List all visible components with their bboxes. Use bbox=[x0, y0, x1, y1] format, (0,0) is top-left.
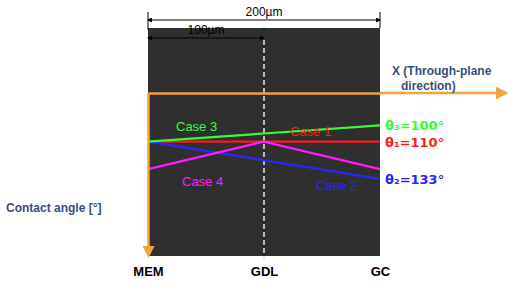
series-line bbox=[148, 142, 380, 170]
x-tick-label: GC bbox=[371, 264, 391, 279]
dimension-line bbox=[148, 20, 380, 21]
background-image bbox=[148, 28, 380, 256]
x-tick: GDL bbox=[251, 93, 279, 279]
x-tick-label: MEM bbox=[133, 264, 163, 279]
y-axis bbox=[148, 94, 149, 256]
dimension: 100µm bbox=[148, 23, 264, 38]
series-label: Case 4 bbox=[182, 174, 223, 189]
x-tick: MEM bbox=[133, 93, 163, 279]
dimension-end bbox=[148, 28, 149, 30]
series-label: Case 2 bbox=[316, 178, 357, 193]
x-axis-title: X (Through-planedirection) bbox=[392, 64, 492, 93]
dimension-label: 100µm bbox=[188, 23, 225, 37]
series-label: Case 3 bbox=[176, 119, 217, 134]
end-label: θ₁=110° bbox=[385, 135, 444, 150]
series-label: Case 1 bbox=[290, 124, 331, 139]
dimension-label: 200µm bbox=[246, 5, 283, 19]
dimension: 200µm bbox=[148, 5, 380, 28]
x-tick-label: GDL bbox=[251, 264, 279, 279]
end-label: θ₂=133° bbox=[385, 172, 444, 187]
divider-line bbox=[263, 40, 265, 262]
dimension-end bbox=[380, 12, 381, 28]
dimension-end bbox=[264, 28, 265, 30]
dimension-line bbox=[148, 38, 264, 39]
x-axis: MEM GDL GC bbox=[133, 93, 391, 279]
y-axis-line bbox=[147, 94, 150, 256]
dimension-end bbox=[148, 12, 149, 28]
end-label: θ₃=100° bbox=[385, 118, 444, 133]
x-axis-line bbox=[149, 92, 381, 95]
chart: 100µm 200µm MEM GDL GC X (Through-planedirect… bbox=[0, 0, 518, 294]
y-axis-title: Contact angle [°] bbox=[6, 201, 101, 215]
